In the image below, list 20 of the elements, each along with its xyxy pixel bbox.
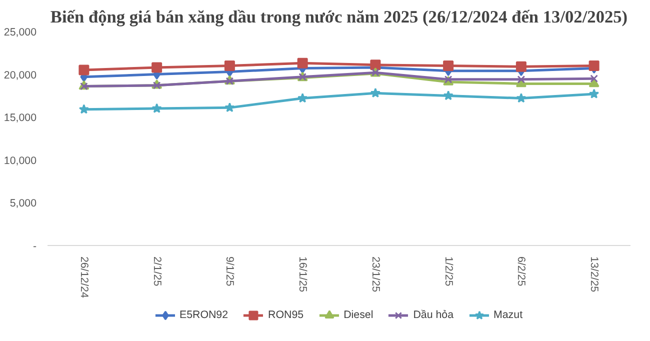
- y-tick-label: 15,000: [4, 112, 37, 124]
- x-tick-label: 6/2/25: [515, 256, 528, 286]
- x-tick-label: 23/1/25: [369, 256, 382, 292]
- legend-label: RON95: [268, 309, 304, 321]
- x-tick-label: 26/12/24: [78, 256, 90, 298]
- chart-title: Biến động giá bán xăng dầu trong nước năm 2025 (26/12/2024 đến 13/02/2025): [50, 8, 628, 26]
- x-tick-label: 1/2/25: [442, 256, 454, 286]
- x-tick-label: 13/2/25: [588, 256, 600, 292]
- legend-label: Mazut: [494, 309, 523, 321]
- x-tick-label: 9/1/25: [224, 256, 236, 286]
- legend-label: E5RON92: [179, 309, 228, 321]
- y-tick-label: 20,000: [4, 69, 37, 82]
- y-tick-label: 10,000: [4, 154, 37, 167]
- y-tick-label: 5,000: [10, 198, 37, 210]
- y-tick-label: -: [32, 240, 37, 252]
- y-tick-label: 25,000: [4, 26, 37, 38]
- legend-label: Dầu hỏa: [413, 309, 454, 321]
- x-tick-label: 2/1/25: [150, 256, 163, 286]
- x-tick-label: 16/1/25: [296, 256, 309, 292]
- legend-label: Diesel: [344, 309, 374, 321]
